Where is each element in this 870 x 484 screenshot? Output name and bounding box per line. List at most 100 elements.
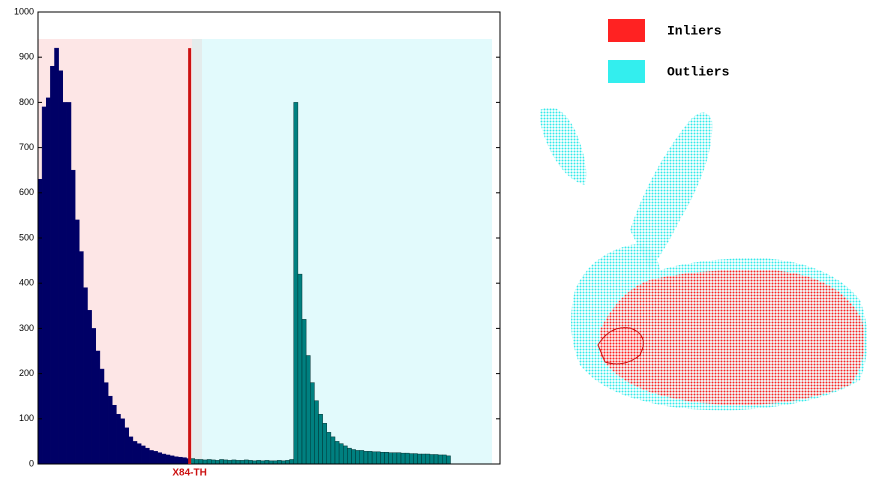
bar [376, 452, 380, 464]
bar [244, 460, 248, 464]
y-tick-label: 600 [19, 187, 34, 197]
bar [405, 453, 409, 464]
bar [314, 401, 318, 464]
bar [380, 452, 384, 464]
bar [166, 455, 170, 464]
bar [125, 428, 129, 464]
gap-region [192, 39, 202, 464]
bar [240, 460, 244, 464]
bar [446, 456, 450, 464]
bar [430, 455, 434, 464]
y-tick-label: 700 [19, 142, 34, 152]
y-tick-label: 500 [19, 232, 34, 242]
bar [327, 432, 331, 464]
bar [368, 451, 372, 464]
bar [277, 460, 281, 464]
bar [323, 423, 327, 464]
y-tick-label: 800 [19, 97, 34, 107]
page: Inliers Outliers 01002003004005006007008… [0, 0, 870, 484]
bar [306, 356, 310, 464]
bar [236, 460, 240, 464]
outlier-region [202, 39, 492, 464]
bar [191, 459, 195, 464]
bar [302, 319, 306, 464]
bar [286, 460, 290, 464]
bar [434, 455, 438, 464]
bar [63, 102, 67, 464]
bar [418, 454, 422, 464]
bar [422, 454, 426, 464]
bar [360, 450, 364, 464]
bar [228, 460, 232, 464]
bar [133, 441, 137, 464]
bar [141, 446, 145, 464]
bar [372, 452, 376, 464]
bar [413, 454, 417, 464]
bar [75, 220, 79, 464]
bar [100, 369, 104, 464]
y-tick-label: 100 [19, 413, 34, 423]
bar [385, 452, 389, 464]
bar [343, 446, 347, 464]
bar [339, 444, 343, 464]
bar [145, 448, 149, 464]
bar [389, 453, 393, 464]
y-tick-label: 0 [29, 458, 34, 468]
bar [46, 98, 50, 464]
bar [67, 102, 71, 464]
bar [182, 458, 186, 464]
bar [220, 459, 224, 464]
bar [116, 414, 120, 464]
bar [248, 460, 252, 464]
threshold-label: X84-TH [172, 468, 206, 479]
bar [129, 437, 133, 464]
bar [55, 48, 59, 464]
bar [397, 453, 401, 464]
bar [88, 310, 92, 464]
bar [290, 459, 294, 464]
y-tick-label: 300 [19, 323, 34, 333]
bar [108, 396, 112, 464]
bar [393, 453, 397, 464]
bar [257, 460, 261, 464]
bar [352, 450, 356, 464]
bar [224, 460, 228, 464]
bar [426, 454, 430, 464]
bar [364, 451, 368, 464]
bar [195, 459, 199, 464]
bar [59, 71, 63, 464]
bar [104, 383, 108, 464]
bar [121, 419, 125, 464]
bar [170, 456, 174, 464]
y-tick-label: 1000 [14, 6, 34, 16]
bar [442, 455, 446, 464]
bar [356, 450, 360, 464]
y-tick-label: 200 [19, 368, 34, 378]
bar [298, 274, 302, 464]
bar [50, 66, 54, 464]
bar [401, 453, 405, 464]
bar [178, 457, 182, 464]
bar [347, 448, 351, 464]
bar [42, 107, 46, 464]
bar [149, 450, 153, 464]
bar [319, 414, 323, 464]
bar [71, 170, 75, 464]
bar [294, 102, 298, 464]
bar [199, 459, 203, 464]
bar [162, 454, 166, 464]
bar [158, 453, 162, 464]
legend-swatch [608, 19, 645, 42]
bar [232, 460, 236, 464]
bar [154, 451, 158, 464]
bar [92, 328, 96, 464]
bar [174, 457, 178, 464]
bar [265, 460, 269, 464]
bar [112, 405, 116, 464]
bar [215, 460, 219, 464]
legend-label: Outliers [667, 64, 730, 79]
y-tick-label: 900 [19, 52, 34, 62]
chart: Inliers Outliers 01002003004005006007008… [0, 0, 870, 479]
bar [96, 351, 100, 464]
bar [331, 437, 335, 464]
